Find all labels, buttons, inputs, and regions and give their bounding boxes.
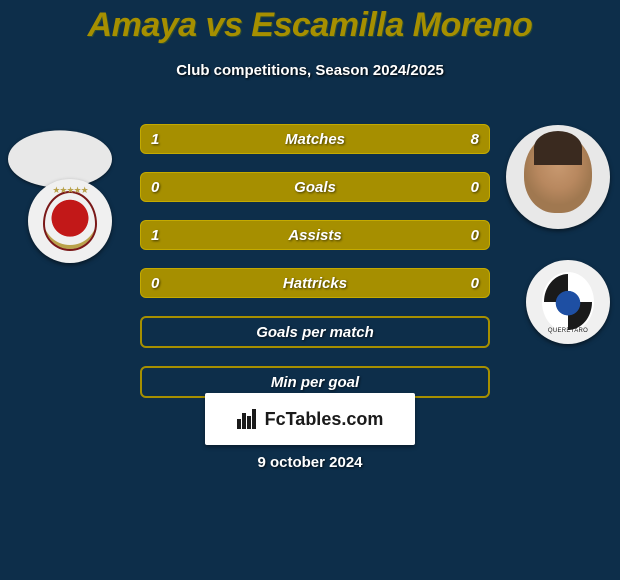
- stat-row-goals-per-match: Goals per match: [140, 316, 490, 348]
- fctables-icon: [237, 407, 261, 431]
- stat-left-value: 0: [151, 173, 159, 201]
- comparison-subtitle: Club competitions, Season 2024/2025: [0, 62, 620, 79]
- left-club-crest: [28, 179, 112, 263]
- stat-bars: 1 Matches 8 0 Goals 0 1 Assists 0 0 Hatt…: [140, 124, 490, 416]
- right-player-avatar: [506, 125, 610, 229]
- stat-left-value: 1: [151, 125, 159, 153]
- stat-label: Assists: [288, 227, 341, 244]
- stat-right-value: 8: [471, 125, 479, 153]
- stat-label: Min per goal: [271, 374, 359, 391]
- comparison-date: 9 october 2024: [0, 454, 620, 471]
- stat-label: Hattricks: [283, 275, 347, 292]
- stat-right-value: 0: [471, 269, 479, 297]
- stat-row-assists: 1 Assists 0: [140, 220, 490, 250]
- branding-inner: FcTables.com: [237, 407, 384, 431]
- stat-row-hattricks: 0 Hattricks 0: [140, 268, 490, 298]
- right-club-crest: [526, 260, 610, 344]
- stat-label: Matches: [285, 131, 345, 148]
- stat-left-value: 0: [151, 269, 159, 297]
- branding-text: FcTables.com: [265, 409, 384, 430]
- stat-left-value: 1: [151, 221, 159, 249]
- stat-label: Goals: [294, 179, 336, 196]
- stat-label: Goals per match: [256, 324, 374, 341]
- branding-panel: FcTables.com: [205, 393, 415, 445]
- stat-right-value: 0: [471, 221, 479, 249]
- stat-row-goals: 0 Goals 0: [140, 172, 490, 202]
- stat-right-value: 0: [471, 173, 479, 201]
- comparison-title: Amaya vs Escamilla Moreno: [0, 6, 620, 45]
- stat-row-matches: 1 Matches 8: [140, 124, 490, 154]
